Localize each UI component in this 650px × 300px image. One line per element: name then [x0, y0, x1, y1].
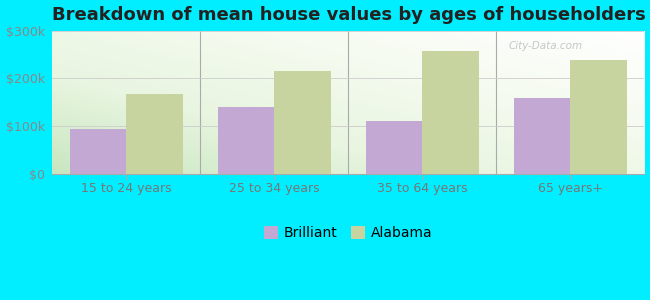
- Text: City-Data.com: City-Data.com: [508, 41, 582, 51]
- Bar: [126, 94, 183, 174]
- Bar: [514, 98, 571, 174]
- Legend: Brilliant, Alabama: Brilliant, Alabama: [259, 221, 438, 246]
- Bar: [366, 121, 423, 174]
- Bar: [218, 107, 274, 174]
- Bar: [571, 60, 627, 174]
- Bar: [70, 129, 126, 174]
- Bar: [422, 51, 478, 174]
- Title: Breakdown of mean house values by ages of householders: Breakdown of mean house values by ages o…: [51, 6, 645, 24]
- Bar: [274, 71, 331, 174]
